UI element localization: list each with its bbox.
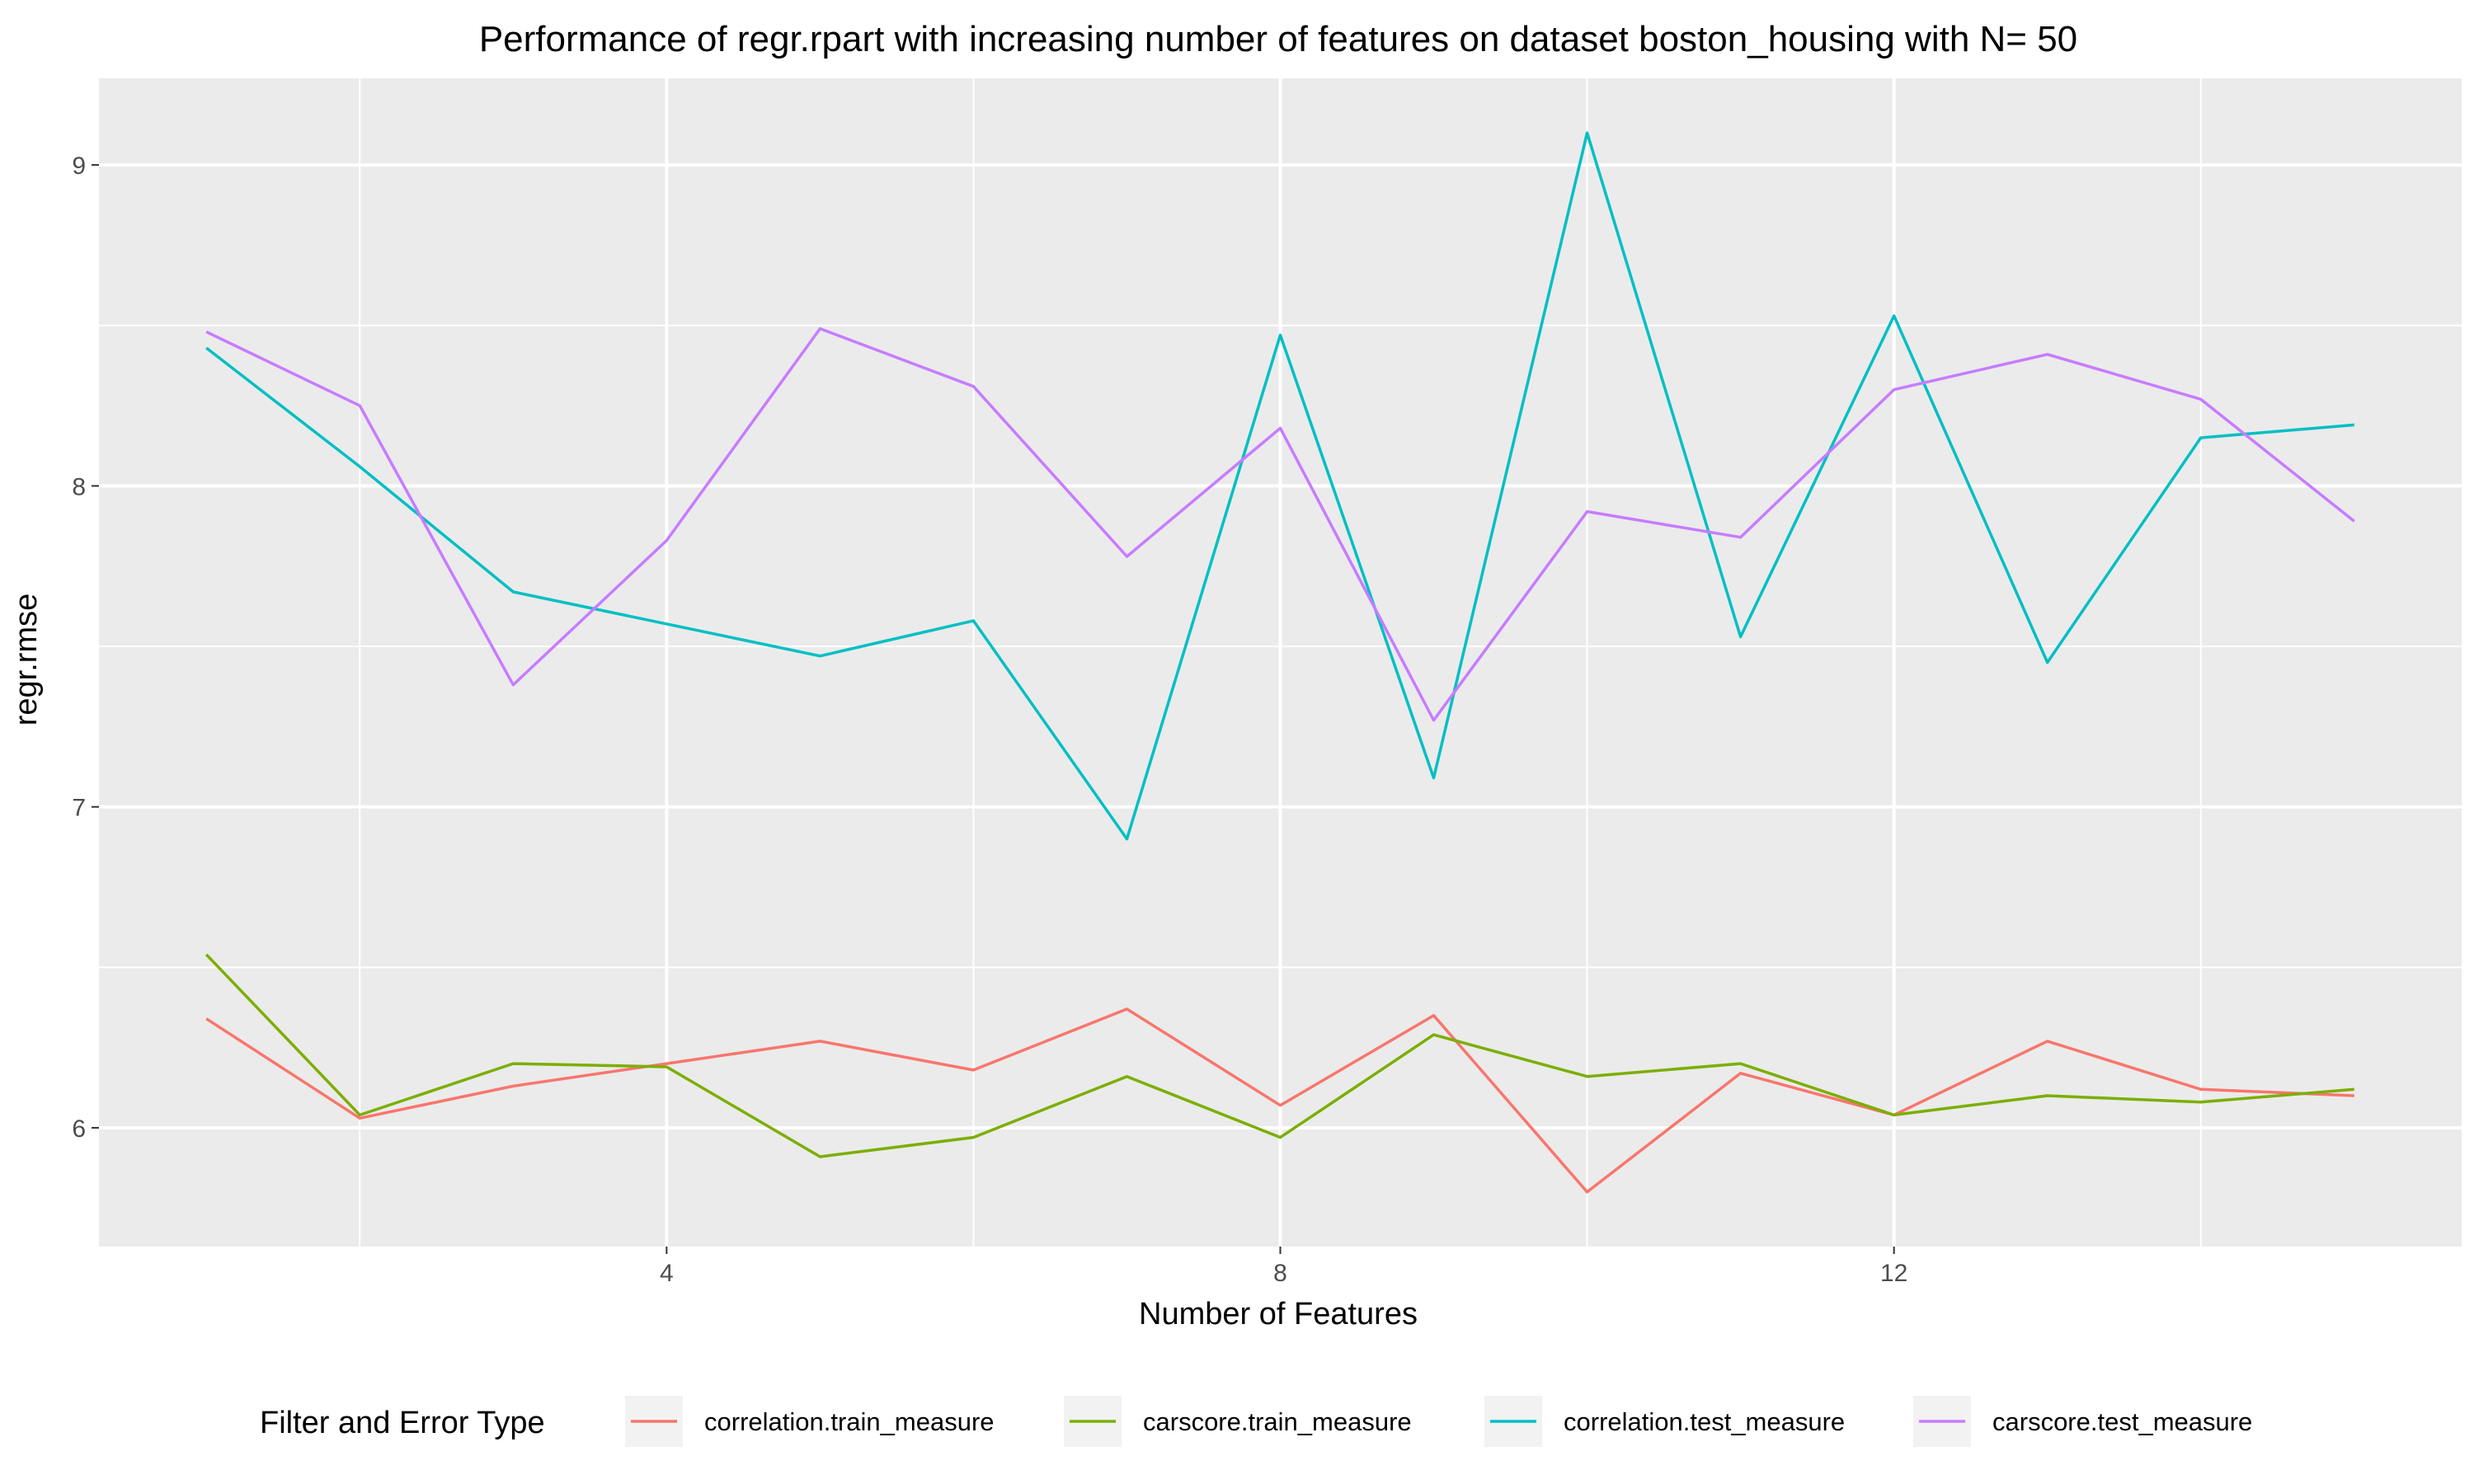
y-tick-label-0: 6 <box>72 1115 86 1143</box>
y-tick-label-3: 9 <box>72 153 86 180</box>
legend-label-0: correlation.train_measure <box>704 1407 995 1436</box>
y-axis-title: regr.rmse <box>9 594 44 726</box>
major-gridlines <box>99 78 2462 1247</box>
legend-title: Filter and Error Type <box>260 1406 545 1440</box>
y-axis-ticks: 6 7 8 9 <box>72 153 99 1143</box>
x-tick-label-1: 8 <box>1273 1260 1287 1287</box>
x-tick-label-2: 12 <box>1880 1260 1907 1287</box>
x-tick-label-0: 4 <box>660 1260 674 1287</box>
legend-label-1: carscore.train_measure <box>1143 1407 1412 1436</box>
series-line-carscore-train-measure <box>205 953 2354 1158</box>
x-axis-ticks: 4 8 12 <box>660 1247 1907 1287</box>
series-line-correlation-test-measure <box>205 131 2354 841</box>
chart-title: Performance of regr.rpart with increasin… <box>479 19 2077 59</box>
y-tick-label-1: 7 <box>72 795 86 822</box>
y-tick-label-2: 8 <box>72 473 86 500</box>
series-line-correlation-train-measure <box>205 1007 2354 1194</box>
x-axis-title: Number of Features <box>1139 1297 1418 1331</box>
legend-label-3: carscore.test_measure <box>1992 1407 2252 1436</box>
series-lines <box>205 131 2355 1194</box>
legend: Filter and Error Type correlation.train_… <box>260 1396 2252 1447</box>
series-line-carscore-test-measure <box>205 326 2355 722</box>
legend-items: correlation.train_measure carscore.train_… <box>625 1396 2252 1447</box>
legend-label-2: correlation.test_measure <box>1564 1407 1845 1436</box>
